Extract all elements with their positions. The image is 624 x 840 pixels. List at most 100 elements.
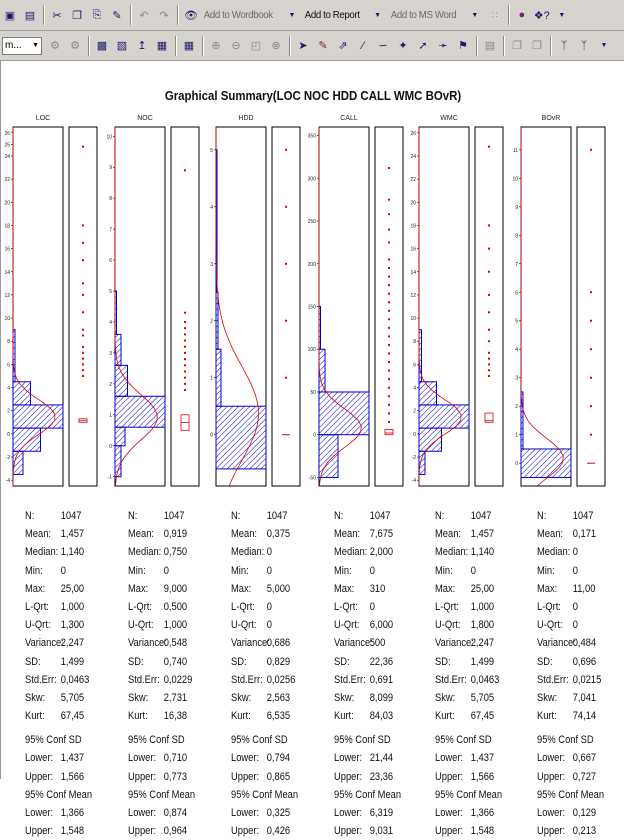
copy-graph-icon[interactable]: ❐ [512,40,522,52]
undo-icon[interactable]: ↶ [139,9,149,22]
histogram-bar-wmc [418,381,437,406]
graph-window-icon[interactable]: ▦ [156,40,168,52]
graph-layout-icon[interactable]: ▧ [116,40,128,52]
stat-value: 5,705 [470,691,495,704]
stat-label: N: [25,510,35,522]
boxplot-outlier-call [388,378,390,381]
stat-value: 0,129 [572,807,597,819]
stat-label: L-Qrt: [537,600,561,613]
boxplot-outlier-loc [82,346,84,349]
add-to-wordbook-button[interactable]: Add to Wordbook [203,9,273,21]
chevron-down-icon[interactable]: ▼ [471,11,479,19]
y-tick-label-loc: 24 [4,154,10,160]
macro-icon[interactable]: ● [518,9,526,21]
y-tick-label-loc: -4 [6,478,11,484]
stat-label: Lower: [334,807,363,819]
stat-row: Skw: 5,705 [435,689,520,707]
format-painter-icon[interactable]: ✎ [112,9,122,22]
rescale-icon[interactable]: ⚙ [50,40,60,52]
chevron-down-icon[interactable]: ▼ [558,11,566,19]
add-to-report-button[interactable]: Add to Report [304,9,360,21]
y-tick-label-wmc: 20 [410,200,416,206]
chevron-down-icon[interactable]: ▼ [288,11,296,19]
stat-row: Variance: 0,686 [231,634,316,652]
stat-label: N: [334,510,344,522]
stat-row: Min: 0 [128,562,213,580]
stat-label: Upper: [231,770,260,783]
y-tick-label-noc: 4 [109,320,112,326]
zoom-close-icon[interactable]: ⊗ [271,40,281,52]
y-tick-label-bovr: 5 [515,319,518,325]
graph-axis-icon[interactable]: ↥ [137,40,147,52]
draw-marker-icon[interactable]: ✦ [398,40,408,52]
stat-row: N: 1047 [435,507,520,525]
stat-label: Kurt: [231,710,251,723]
y-tick-label-wmc: 22 [410,177,416,183]
stat-label: Upper: [128,770,157,783]
fit-line-icon[interactable]: ➚ [418,40,428,52]
stat-value: 0 [572,546,578,559]
histogram-bar-hdd [215,291,219,350]
font-size-up-icon[interactable]: ᛉ [560,39,568,52]
font-size-down-icon[interactable]: ᛉ [580,39,588,52]
stat-value: 0,829 [266,655,291,668]
zoom-out-icon[interactable]: ⊖ [231,40,241,52]
stat-row: Min: 0 [435,562,520,580]
label-points-icon[interactable]: ⇗ [338,40,348,52]
session-dropdown[interactable]: m... ▼ [2,36,42,55]
zoom-in-icon[interactable]: ⊕ [211,40,221,52]
conf-mean-lower: Lower: 0,325 [231,804,316,822]
graph-data-icon[interactable]: ▩ [96,40,108,52]
conf-sd-upper: Upper: 1,566 [435,768,520,786]
y-tick-label-wmc: 0 [413,432,416,438]
zoom-reset-icon[interactable]: ⚙ [70,40,80,52]
stat-label: N: [435,510,445,522]
print-preview-icon[interactable]: ▤ [24,9,36,22]
stat-row: Kurt: 16,38 [128,707,213,725]
stat-value: 25,00 [470,582,495,595]
stat-label: Upper: [537,770,566,783]
stat-label: Kurt: [334,710,354,723]
paste-graph-icon[interactable]: ❐ [532,40,542,52]
boxplot-outlier-noc [184,311,186,314]
stat-row: Std.Err: 0,0463 [435,671,520,689]
conf-sd-heading: 95% Conf SD [334,731,419,749]
cut-icon[interactable]: ✂ [52,9,62,22]
help-icon[interactable]: ❖? [533,9,550,22]
flag-icon[interactable]: ⚑ [458,40,468,52]
stat-value: 1047 [369,510,391,522]
stat-label: 95% Conf Mean [537,788,605,801]
copy-icon[interactable]: ❐ [72,9,82,22]
pointer-icon[interactable]: ➤ [298,40,308,52]
stat-row: Mean: 1,457 [25,525,110,543]
boxplot-outlier-wmc [488,247,490,250]
grid-icon[interactable]: ▦ [183,40,195,52]
boxplot-outlier-loc [82,293,84,296]
stat-row: Mean: 0,919 [128,525,213,543]
boxplot-outlier-hdd [285,319,287,322]
page-setup-icon[interactable]: ▣ [4,9,16,22]
stat-label: Max: [537,582,558,595]
stats-table-icon[interactable]: ▤ [484,40,496,52]
brush-icon[interactable]: ✎ [318,40,328,52]
boxplot-outlier-noc [184,358,186,361]
fit-curve-icon[interactable]: ➛ [438,40,448,52]
add-to-ms-word-button[interactable]: Add to MS Word [390,9,456,21]
stat-row: U-Qrt: 1,000 [128,616,213,634]
y-tick-label-noc: 6 [109,258,112,264]
draw-line-icon[interactable]: ∕ [362,39,364,52]
paste-icon[interactable]: ⎘ [92,8,102,21]
stat-label: Mean: [334,528,360,541]
binoculars-icon[interactable]: 👁 [184,9,198,22]
chevron-down-icon[interactable]: ▼ [374,11,382,19]
redo-icon[interactable]: ↷ [159,9,169,22]
boxplot-outlier-loc [82,241,84,244]
stat-value: 9,031 [369,825,394,838]
boxplot-outlier-hdd [285,205,287,208]
stat-label: Lower: [334,752,363,765]
stat-row: Median: 1,140 [25,543,110,561]
chevron-down-icon[interactable]: ▼ [600,42,608,49]
word-options-icon[interactable]: ∷ [491,9,498,20]
draw-curve-icon[interactable]: ∽ [378,40,388,52]
zoom-fit-icon[interactable]: ◰ [250,40,262,52]
